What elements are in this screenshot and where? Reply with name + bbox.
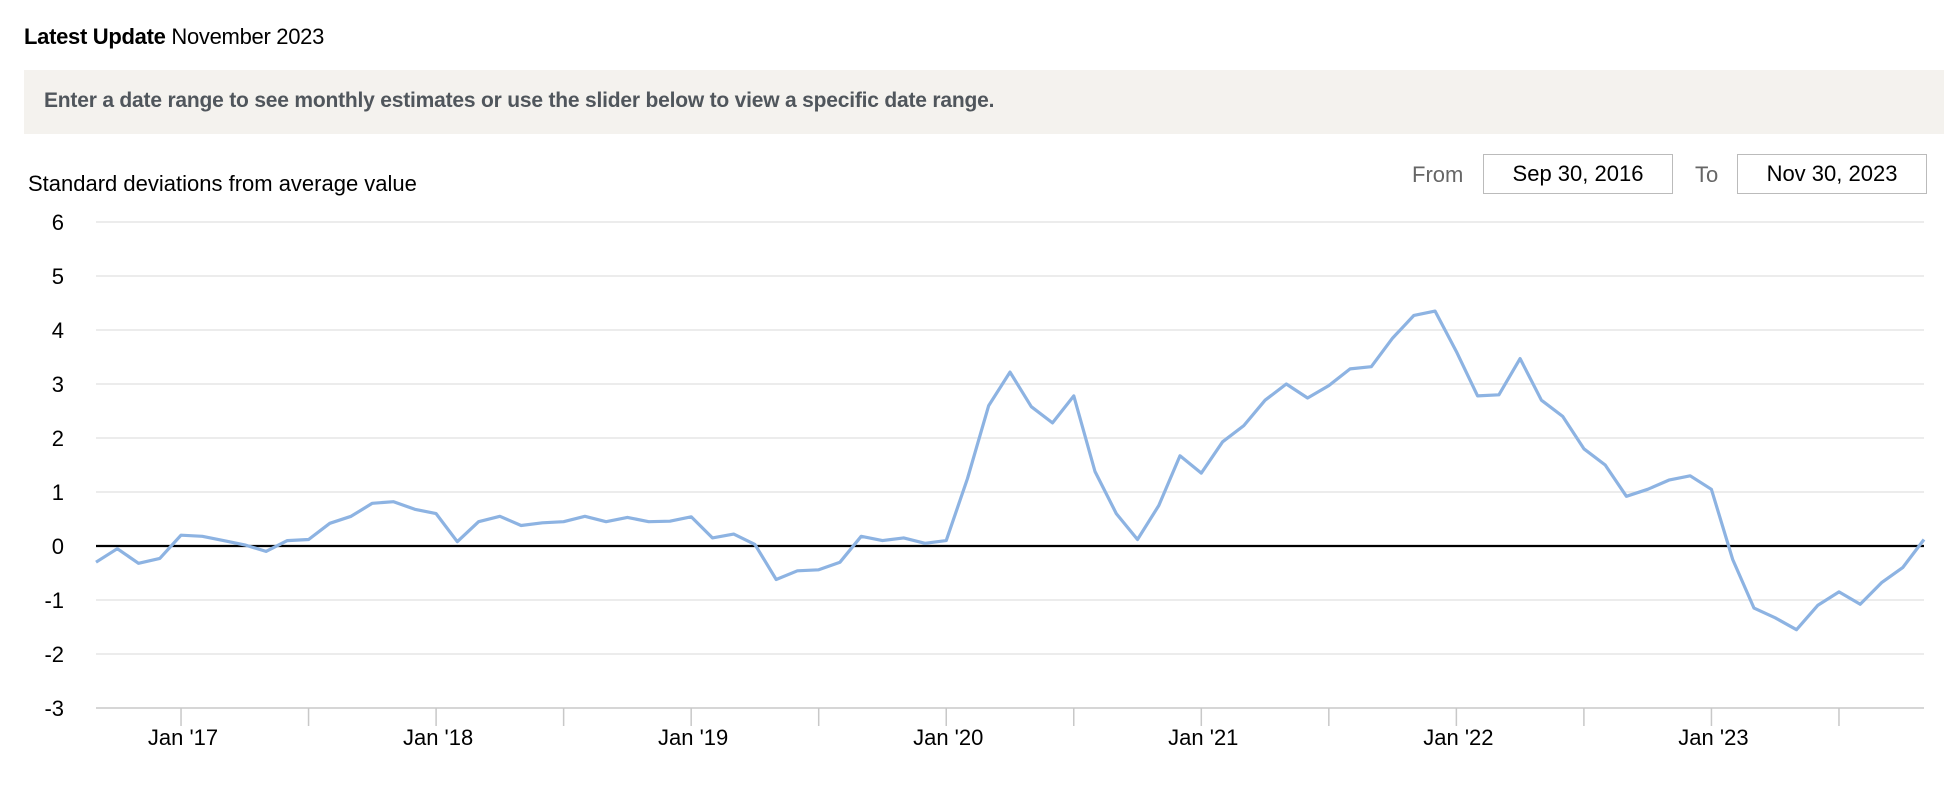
x-tick-label: Jan '20: [913, 725, 983, 750]
x-tick-label: Jan '18: [403, 725, 473, 750]
series-line: [95, 309, 1926, 632]
y-tick-label: 5: [52, 264, 64, 289]
from-date-input[interactable]: [1483, 154, 1673, 194]
latest-update-value: November 2023: [171, 24, 325, 49]
instruction-text: Enter a date range to see monthly estima…: [44, 89, 995, 112]
y-tick-label: 2: [52, 426, 64, 451]
y-tick-label: -2: [44, 642, 64, 667]
x-tick-label: Jan '17: [148, 725, 218, 750]
y-tick-label: 0: [52, 534, 64, 559]
y-axis-title: Standard deviations from average value: [28, 171, 417, 196]
instruction-banner: Enter a date range to see monthly estima…: [24, 70, 1944, 134]
y-tick-label: 3: [52, 372, 64, 397]
y-tick-label: 1: [52, 480, 64, 505]
latest-update-label: Latest Update: [24, 24, 166, 49]
gridlines: [96, 221, 1924, 655]
y-tick-label: 4: [52, 318, 64, 343]
x-axis: Jan '17 Jan '18 Jan '19 Jan '20 Jan '21 Jan '…: [96, 707, 1924, 750]
date-range-selector: From To: [1400, 154, 1930, 194]
y-tick-label: -1: [44, 588, 64, 613]
y-axis-ticks: 6 5 4 3 2 1 0 -1 -2 -3: [44, 210, 64, 721]
x-tick-label: Jan '22: [1423, 725, 1493, 750]
x-tick-label: Jan '19: [658, 725, 728, 750]
x-tick-label: Jan '21: [1168, 725, 1238, 750]
to-label: To: [1695, 162, 1719, 187]
latest-update: Latest Update November 2023: [24, 24, 324, 50]
to-date-input[interactable]: [1737, 154, 1927, 194]
series-lines: [95, 309, 1926, 632]
y-tick-label: 6: [52, 210, 64, 235]
y-tick-label: -3: [44, 696, 64, 721]
x-tick-label: Jan '23: [1678, 725, 1748, 750]
from-label: From: [1412, 162, 1464, 187]
